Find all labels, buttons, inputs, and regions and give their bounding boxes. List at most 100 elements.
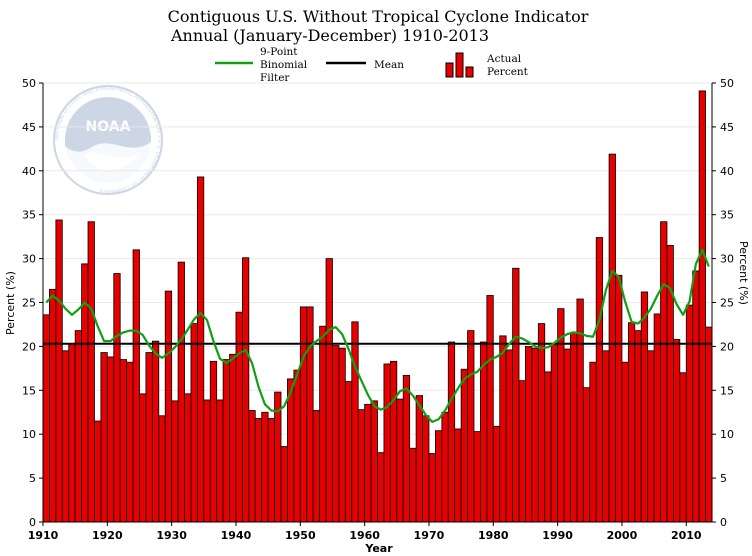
bar-1983	[512, 267, 520, 523]
bar-1935	[203, 399, 211, 523]
bar-2005	[653, 313, 661, 523]
bar-2006	[660, 221, 668, 523]
bar-1925	[139, 393, 147, 523]
bar-1917	[87, 221, 95, 523]
chart-subtitle: Annual (January-December) 1910-2013	[170, 26, 489, 45]
bar-1955	[332, 345, 340, 523]
bar-1934	[196, 176, 205, 523]
y-tick-label-left-0: 0	[29, 516, 36, 529]
y-tick-label-right-10: 10	[720, 428, 734, 441]
bar-1957	[344, 381, 353, 523]
noaa-logo-bird	[84, 152, 140, 171]
y-tick-label-left-30: 30	[22, 253, 36, 266]
legend-filter-label-1: 9-Point	[260, 46, 298, 58]
bar-1952	[312, 410, 321, 523]
bar-1999	[615, 274, 623, 523]
noaa-logo-disc	[65, 97, 151, 183]
bar-1968	[415, 395, 423, 523]
bar-1958	[351, 321, 359, 523]
bar-2011	[692, 270, 700, 523]
bar-1937	[216, 399, 224, 523]
bar-1977	[473, 431, 481, 523]
x-tick-label-2000: 2000	[607, 529, 638, 542]
y-tick-label-right-0: 0	[720, 516, 727, 529]
bar-1939	[229, 353, 237, 523]
bar-1927	[151, 340, 160, 523]
x-tick-label-1960: 1960	[349, 529, 380, 542]
bar-1926	[145, 352, 153, 523]
bar-1998	[608, 153, 616, 523]
bar-1924	[132, 249, 140, 523]
axes: 0 0 5 5 10 10 15 15 20 20 25 25 30 30 35 35 40 40 45 45 50 50…	[22, 77, 734, 542]
bar-1997	[602, 350, 610, 523]
bar-1988	[544, 371, 552, 523]
bar-1942	[248, 410, 256, 523]
bar-1989	[550, 343, 559, 523]
x-tick-label-1970: 1970	[414, 529, 445, 542]
y-tick-label-right-30: 30	[720, 253, 734, 266]
legend-bar-swatch-1	[445, 62, 454, 78]
bar-1956	[338, 347, 346, 523]
bar-1919	[100, 352, 108, 523]
bar-1951	[306, 306, 314, 523]
bar-1913	[61, 350, 70, 523]
y-tick-label-right-45: 45	[720, 121, 734, 134]
bar-1931	[177, 261, 185, 523]
y-tick-label-right-15: 15	[720, 384, 734, 397]
bar-1962	[377, 452, 385, 523]
y-tick-label-right-25: 25	[720, 297, 734, 310]
bar-1928	[158, 415, 166, 523]
bar-1969	[422, 415, 430, 523]
bar-1953	[319, 325, 327, 523]
bar-2002	[634, 330, 642, 523]
bar-1975	[460, 368, 468, 523]
bar-1911	[49, 288, 57, 523]
bar-1978	[480, 341, 488, 523]
y-tick-label-right-35: 35	[720, 209, 734, 222]
x-tick-label-1930: 1930	[156, 529, 187, 542]
y-tick-label-left-25: 25	[22, 297, 36, 310]
bar-1963	[383, 363, 391, 523]
bar-1923	[126, 361, 134, 523]
bar-1961	[370, 400, 378, 523]
bar-1954	[325, 258, 333, 523]
bar-1932	[184, 393, 192, 523]
bar-1995	[589, 361, 597, 523]
y-tick-label-right-5: 5	[720, 472, 727, 485]
bar-1910	[42, 314, 50, 523]
bar-2012	[698, 90, 706, 523]
bar-1996	[595, 237, 604, 523]
bar-1918	[94, 420, 102, 523]
bar-1960	[364, 403, 372, 523]
bar-1979	[486, 295, 494, 523]
bar-1986	[531, 347, 539, 523]
x-axis-label: Year	[364, 542, 393, 555]
x-tick-label-1980: 1980	[478, 529, 509, 542]
bar-1929	[164, 290, 173, 523]
bar-1973	[447, 341, 456, 523]
legend-filter-label-3: Filter	[260, 72, 290, 84]
y-axis-label-right: Percent (%)	[737, 241, 750, 305]
y-tick-label-left-5: 5	[29, 472, 36, 485]
y-tick-label-right-50: 50	[720, 77, 734, 90]
x-tick-label-1950: 1950	[285, 529, 316, 542]
noaa-logo: NOAA NATIONAL OCEANIC AND ATMOSPHERIC AD…	[53, 85, 163, 195]
legend-bar-swatch-2	[455, 52, 464, 78]
bar-1981	[499, 335, 507, 523]
bar-1930	[171, 400, 179, 523]
y-tick-label-left-50: 50	[22, 77, 36, 90]
noaa-logo-upper	[65, 97, 151, 152]
legend-bar-swatch-3	[465, 66, 474, 78]
lines	[43, 248, 712, 424]
bar-1936	[209, 360, 218, 523]
x-tick-label-1910: 1910	[28, 529, 59, 542]
x-tick-label-1920: 1920	[92, 529, 123, 542]
bar-1941	[242, 257, 250, 523]
y-tick-label-left-45: 45	[22, 121, 36, 134]
bar-1921	[113, 273, 121, 523]
bar-1985	[525, 345, 533, 523]
bar-1945	[267, 417, 275, 523]
y-tick-label-right-20: 20	[720, 340, 734, 353]
bar-1920	[106, 356, 115, 523]
legend-mean: Mean	[326, 59, 404, 71]
